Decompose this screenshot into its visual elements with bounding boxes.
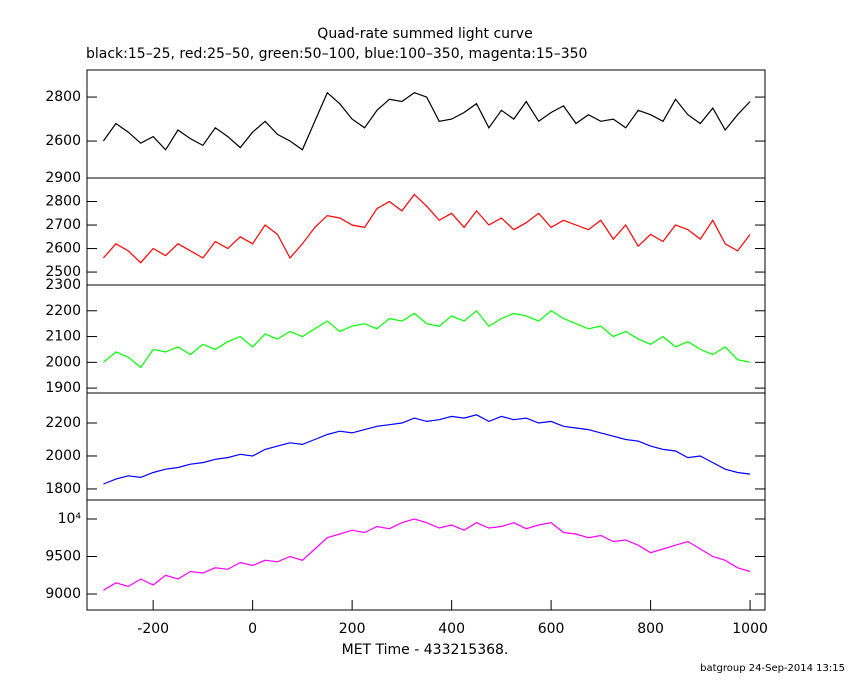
y-tick-label: 2100 xyxy=(45,329,81,345)
x-tick-label: -200 xyxy=(137,621,169,637)
y-tick-label: 1800 xyxy=(45,481,81,497)
y-tick-label: 2200 xyxy=(45,303,81,319)
y-tick-label: 10⁴ xyxy=(58,511,82,527)
y-tick-label: 2600 xyxy=(45,133,81,149)
chart-subtitle: black:15–25, red:25–50, green:50–100, bl… xyxy=(86,46,587,62)
x-tick-label: 1000 xyxy=(732,621,768,637)
y-tick-label: 2500 xyxy=(45,264,81,280)
light-curve xyxy=(102,193,751,264)
y-tick-label: 2800 xyxy=(45,89,81,105)
light-curve xyxy=(102,91,751,151)
x-axis-label: MET Time - 433215368. xyxy=(342,642,509,658)
x-tick-label: 0 xyxy=(248,621,257,637)
y-tick-label: 9000 xyxy=(45,586,81,602)
y-tick-label: 2200 xyxy=(45,415,81,431)
x-tick-label: 800 xyxy=(637,621,664,637)
y-tick-label: 2000 xyxy=(45,354,81,370)
y-tick-label: 2900 xyxy=(45,170,81,186)
x-tick-label: 200 xyxy=(339,621,366,637)
y-tick-label: 2800 xyxy=(45,194,81,210)
y-tick-label: 1900 xyxy=(45,380,81,396)
y-tick-label: 2000 xyxy=(45,448,81,464)
footer: batgroup 24-Sep-2014 13:15 xyxy=(700,663,845,674)
light-curve xyxy=(103,309,751,369)
light-curve xyxy=(103,414,751,485)
panel-frame xyxy=(86,499,766,611)
y-tick-label: 2700 xyxy=(45,217,81,233)
light-curve xyxy=(103,518,751,591)
y-tick-label: 2600 xyxy=(45,241,81,257)
y-tick-label: 2300 xyxy=(45,277,81,293)
y-tick-label: 9500 xyxy=(45,549,81,565)
chart-title: Quad-rate summed light curve xyxy=(317,26,532,42)
x-tick-label: 400 xyxy=(438,621,465,637)
x-tick-label: 600 xyxy=(538,621,565,637)
